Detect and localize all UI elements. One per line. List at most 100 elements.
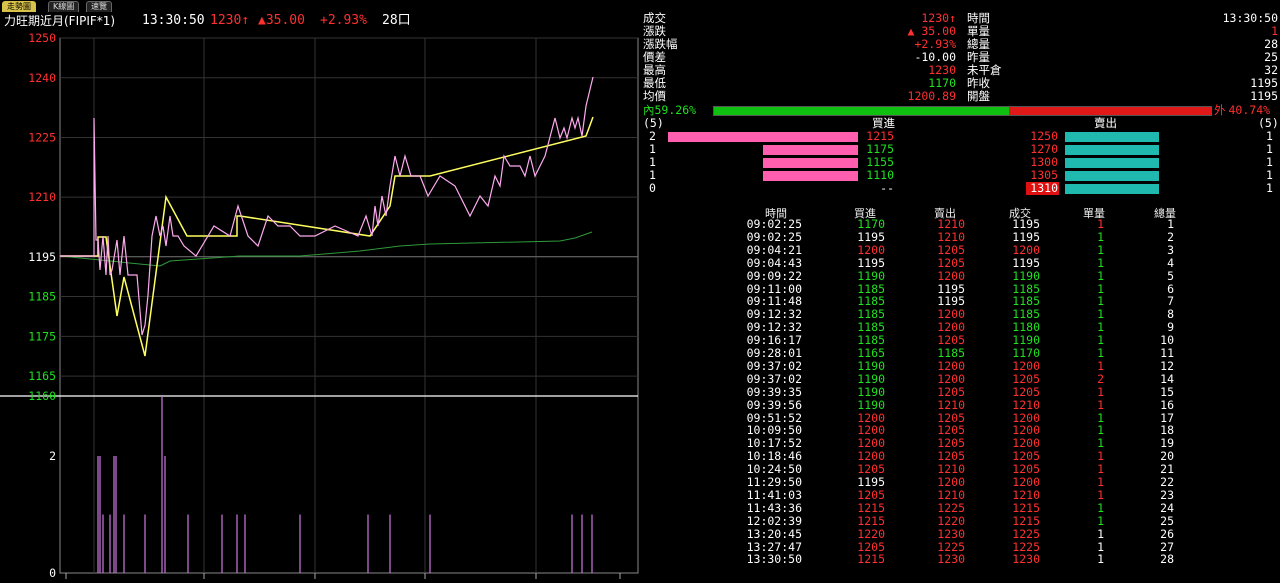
ask-qty: 1 xyxy=(1266,142,1273,156)
quote-label: 開盤 xyxy=(967,89,990,103)
tick-time: 11:43:36 xyxy=(746,500,802,515)
quote-label: 均價 xyxy=(643,89,666,103)
bid-price: 1110 xyxy=(866,168,894,182)
price-tick-7: 1165 xyxy=(28,369,56,383)
bid-bar xyxy=(763,171,858,181)
ask-bar xyxy=(1065,132,1159,142)
tick-total: 1 xyxy=(1167,217,1174,231)
tick-price: 1195 xyxy=(1012,217,1040,231)
tab-trend[interactable]: 走勢圖 xyxy=(2,1,36,12)
tick-time: 12:02:39 xyxy=(746,513,802,528)
tick-total: 10 xyxy=(1160,333,1174,348)
tick-total: 26 xyxy=(1160,526,1174,541)
quote-value: 1170 xyxy=(928,76,956,90)
tick-total: 15 xyxy=(1160,384,1174,399)
tick-total: 7 xyxy=(1167,294,1174,309)
tick-ask: 1205 xyxy=(937,410,965,425)
tick-total: 12 xyxy=(1160,358,1174,373)
tick-bid: 1205 xyxy=(857,487,885,502)
tick-ask: 1195 xyxy=(937,281,965,296)
tick-time: 09:11:00 xyxy=(746,281,802,296)
tick-bid: 1170 xyxy=(857,217,885,231)
tick-header: 賣出 xyxy=(934,207,956,220)
price-tick-5: 1185 xyxy=(28,290,56,304)
quote-value: +2.93% xyxy=(914,37,956,51)
price-tick-1: 1240 xyxy=(28,71,56,85)
tick-qty: 1 xyxy=(1097,217,1104,231)
tick-total: 18 xyxy=(1160,423,1174,438)
price-tick-8: 1160 xyxy=(28,389,56,403)
tick-price: 1210 xyxy=(1012,397,1040,412)
tick-time: 09:12:32 xyxy=(746,320,802,335)
tab-kline[interactable]: K線圖 xyxy=(48,1,80,12)
quote-value: 32 xyxy=(1264,63,1278,77)
tab-overview[interactable]: 速覽 xyxy=(86,1,112,12)
tick-price: 1190 xyxy=(1012,333,1040,348)
tick-bid: 1185 xyxy=(857,281,885,296)
ask-price: 1310 xyxy=(1026,182,1059,195)
tick-time: 09:37:02 xyxy=(746,371,802,386)
tick-total: 25 xyxy=(1160,513,1174,528)
tick-ask: 1200 xyxy=(937,358,965,373)
tick-ask: 1230 xyxy=(937,526,965,541)
tick-ask: 1200 xyxy=(937,320,965,335)
tick-time: 09:37:02 xyxy=(746,358,802,373)
bid-price: 1215 xyxy=(866,129,894,143)
quote-label: 單量 xyxy=(967,24,990,38)
tick-qty: 1 xyxy=(1097,423,1104,438)
tick-bid: 1185 xyxy=(857,307,885,322)
bid-qty: 1 xyxy=(649,155,656,169)
tick-bid: 1185 xyxy=(857,333,885,348)
inner-ratio-label: 內59.26% xyxy=(643,103,697,117)
price-tick-2: 1225 xyxy=(28,130,56,144)
tick-total: 27 xyxy=(1160,539,1174,554)
tick-time: 09:12:32 xyxy=(746,307,802,322)
ask-price: 1250 xyxy=(1030,129,1058,143)
tick-time: 09:02:25 xyxy=(746,217,802,231)
tick-bid: 1190 xyxy=(857,268,885,283)
quote-label: 漲跌 xyxy=(643,24,666,38)
tick-bid: 1215 xyxy=(857,513,885,528)
tick-bid: 1185 xyxy=(857,320,885,335)
quote-value: 1230↑ xyxy=(921,11,956,25)
tick-total: 2 xyxy=(1167,229,1174,244)
tick-bid: 1215 xyxy=(857,552,885,567)
tick-qty: 1 xyxy=(1097,462,1104,477)
quote-value: 1200.89 xyxy=(907,89,956,103)
price-tick-4: 1195 xyxy=(28,250,56,264)
tick-price: 1200 xyxy=(1012,475,1040,489)
tick-header: 總量 xyxy=(1154,207,1176,220)
ask-qty: 1 xyxy=(1266,129,1273,143)
tick-total: 22 xyxy=(1160,475,1174,489)
tick-price: 1200 xyxy=(1012,410,1040,425)
outer-ratio-label: 外 40.74% xyxy=(1214,103,1271,117)
tick-time: 09:39:56 xyxy=(746,397,802,412)
tick-total: 6 xyxy=(1167,281,1174,296)
depth-right-head: (5) xyxy=(1258,116,1279,130)
tick-qty: 1 xyxy=(1097,449,1104,464)
tick-ask: 1220 xyxy=(937,513,965,528)
tick-qty: 1 xyxy=(1097,255,1104,270)
quote-value: 28 xyxy=(1264,37,1278,51)
ask-price: 1305 xyxy=(1030,168,1058,182)
sell-title: 賣出 xyxy=(1094,116,1117,130)
outer-bar xyxy=(1008,107,1211,115)
tick-time: 09:11:48 xyxy=(746,294,802,309)
bid-bar xyxy=(763,145,858,155)
tick-price: 1230 xyxy=(1012,552,1040,567)
tick-total: 9 xyxy=(1167,320,1174,335)
tick-total: 19 xyxy=(1160,436,1174,451)
view-tabs: 走勢圖 K線圖 速覽 xyxy=(0,0,130,12)
tick-qty: 1 xyxy=(1097,487,1104,502)
ask-price: 1270 xyxy=(1030,142,1058,156)
tick-price: 1200 xyxy=(1012,242,1040,257)
bid-qty: 2 xyxy=(649,129,656,143)
tick-time: 09:16:17 xyxy=(746,333,802,348)
tick-bid: 1195 xyxy=(857,255,885,270)
price-tick-6: 1175 xyxy=(28,329,56,343)
tick-ask: 1210 xyxy=(937,462,965,477)
ask-qty: 1 xyxy=(1266,168,1273,182)
tick-qty: 1 xyxy=(1097,526,1104,541)
tick-price: 1185 xyxy=(1012,307,1040,322)
quote-label: 總量 xyxy=(967,37,990,51)
